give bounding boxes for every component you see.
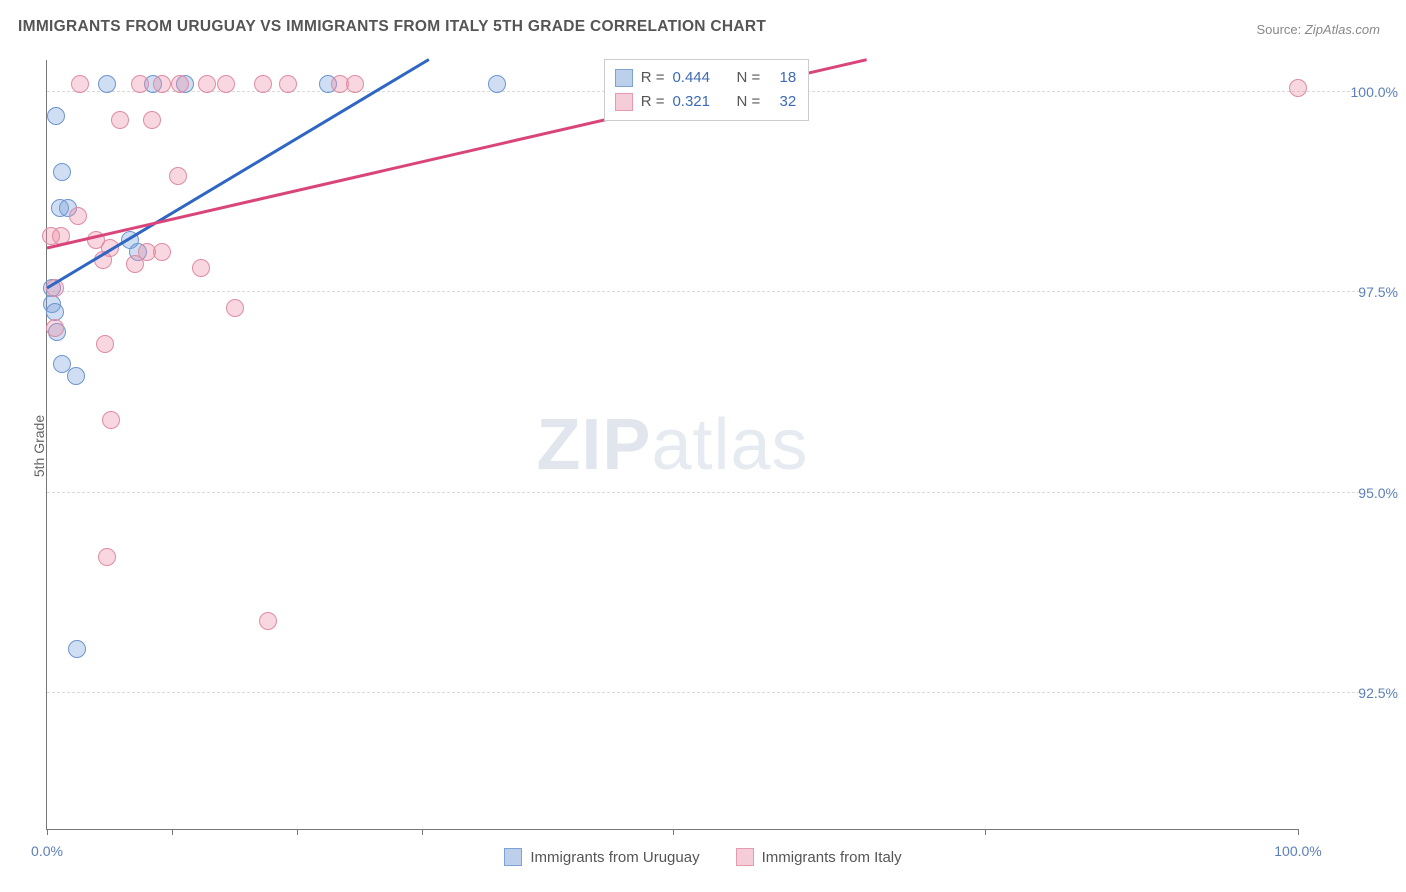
scatter-point [143, 111, 161, 129]
legend-item: Immigrants from Uruguay [504, 848, 699, 866]
scatter-point [111, 111, 129, 129]
scatter-point [71, 75, 89, 93]
scatter-point [53, 163, 71, 181]
scatter-point [171, 75, 189, 93]
scatter-point [98, 548, 116, 566]
y-tick-label: 95.0% [1308, 485, 1398, 501]
x-tick [172, 829, 173, 835]
scatter-point [102, 411, 120, 429]
x-tick [297, 829, 298, 835]
scatter-point [217, 75, 235, 93]
watermark: ZIPatlas [536, 404, 808, 486]
scatter-point [279, 75, 297, 93]
source-site: ZipAtlas.com [1305, 22, 1380, 37]
r-value: 0.321 [672, 90, 728, 114]
watermark-bold: ZIP [536, 405, 651, 485]
scatter-point [259, 612, 277, 630]
scatter-point [67, 367, 85, 385]
legend-swatch [615, 69, 633, 87]
source-attribution: Source: ZipAtlas.com [1256, 22, 1380, 37]
chart-title: IMMIGRANTS FROM URUGUAY VS IMMIGRANTS FR… [18, 18, 766, 36]
y-tick-label: 92.5% [1308, 685, 1398, 701]
scatter-point [126, 255, 144, 273]
legend-label: Immigrants from Uruguay [530, 849, 699, 866]
n-value: 32 [768, 90, 796, 114]
stats-legend-row: R = 0.444 N = 18 [615, 66, 797, 90]
gridline [47, 291, 1360, 292]
x-tick [47, 829, 48, 835]
x-tick [422, 829, 423, 835]
bottom-legend: Immigrants from Uruguay Immigrants from I… [0, 848, 1406, 870]
scatter-point [254, 75, 272, 93]
legend-swatch [736, 848, 754, 866]
stats-legend: R = 0.444 N = 18 R = 0.321 N = 32 [604, 59, 810, 121]
gridline [47, 692, 1360, 693]
scatter-point [153, 75, 171, 93]
source-prefix: Source: [1256, 22, 1304, 37]
gridline [47, 492, 1360, 493]
x-tick [1298, 829, 1299, 835]
y-tick-label: 100.0% [1308, 84, 1398, 100]
scatter-point [346, 75, 364, 93]
scatter-point [46, 319, 64, 337]
scatter-point [153, 243, 171, 261]
n-label: N = [736, 90, 760, 114]
watermark-rest: atlas [651, 405, 808, 485]
scatter-point [68, 640, 86, 658]
legend-item: Immigrants from Italy [736, 848, 902, 866]
x-tick [985, 829, 986, 835]
legend-swatch [504, 848, 522, 866]
scatter-point [47, 107, 65, 125]
r-value: 0.444 [672, 66, 728, 90]
scatter-point [169, 167, 187, 185]
scatter-point [1289, 79, 1307, 97]
scatter-point [98, 75, 116, 93]
scatter-point [192, 259, 210, 277]
stats-legend-row: R = 0.321 N = 32 [615, 90, 797, 114]
legend-swatch [615, 93, 633, 111]
r-label: R = [641, 90, 665, 114]
scatter-point [488, 75, 506, 93]
legend-label: Immigrants from Italy [762, 849, 902, 866]
scatter-point [226, 299, 244, 317]
scatter-point [198, 75, 216, 93]
y-tick-label: 97.5% [1308, 284, 1398, 300]
y-axis-label: 5th Grade [31, 415, 47, 477]
x-tick [673, 829, 674, 835]
scatter-point [131, 75, 149, 93]
scatter-point [96, 335, 114, 353]
n-label: N = [736, 66, 760, 90]
plot-area: ZIPatlas 92.5%95.0%97.5%100.0%0.0%100.0%… [46, 60, 1298, 830]
n-value: 18 [768, 66, 796, 90]
r-label: R = [641, 66, 665, 90]
scatter-point [69, 207, 87, 225]
